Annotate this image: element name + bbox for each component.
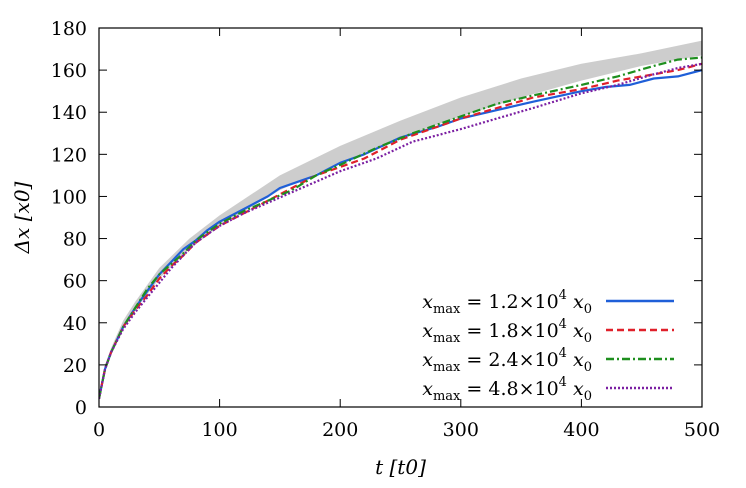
x-axis-label: t [t0] <box>375 455 426 479</box>
x-tick-label: 100 <box>201 419 237 441</box>
plot-area <box>99 40 702 399</box>
x-tick-label: 300 <box>443 419 479 441</box>
y-tick-label: 20 <box>63 355 87 377</box>
y-axis-label: Δx [x0] <box>10 181 34 254</box>
legend-entry-1: xmax = 1.2×104 x0 <box>422 288 674 317</box>
x-tick-label: 0 <box>93 419 105 441</box>
series-line-2 <box>99 62 702 399</box>
x-tick-label: 400 <box>563 419 599 441</box>
series-line-4 <box>99 62 702 399</box>
legend-entry-2: xmax = 1.8×104 x0 <box>422 317 674 346</box>
series-line-3 <box>99 56 702 399</box>
y-tick-label: 40 <box>63 313 87 335</box>
y-axis-ticks: 0 20 40 60 80 100 120 140 160 180 <box>51 18 702 419</box>
x-axis-ticks: 0 100 200 300 400 500 <box>93 28 720 441</box>
legend-label: xmax = 1.8×104 x0 <box>422 317 592 346</box>
y-tick-label: 180 <box>51 18 87 40</box>
y-tick-label: 140 <box>51 102 87 124</box>
legend-label: xmax = 4.8×104 x0 <box>422 375 592 404</box>
y-tick-label: 80 <box>63 229 87 251</box>
series-line-1 <box>99 69 702 399</box>
y-tick-label: 120 <box>51 144 87 166</box>
legend-entry-4: xmax = 4.8×104 x0 <box>422 375 674 404</box>
legend-label: xmax = 2.4×104 x0 <box>422 346 592 375</box>
x-tick-label: 500 <box>684 419 720 441</box>
x-tick-label: 200 <box>322 419 358 441</box>
y-tick-label: 100 <box>51 186 87 208</box>
y-tick-label: 60 <box>63 271 87 293</box>
spread-band <box>99 40 702 399</box>
legend-entry-3: xmax = 2.4×104 x0 <box>422 346 674 375</box>
legend-label: xmax = 1.2×104 x0 <box>422 288 592 317</box>
y-tick-label: 0 <box>75 397 87 419</box>
y-tick-label: 160 <box>51 60 87 82</box>
plot-frame <box>98 27 703 408</box>
